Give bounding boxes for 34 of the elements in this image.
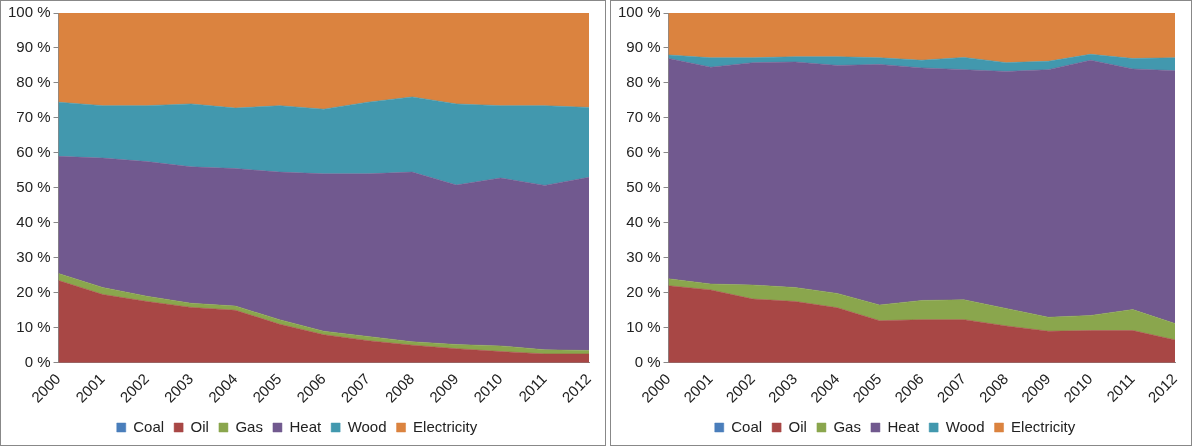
y-tick-label: 30 % <box>626 247 661 265</box>
y-tick-label: 10 % <box>16 317 51 335</box>
legend-label: Oil <box>190 417 209 435</box>
y-tick-label: 60 % <box>16 143 51 161</box>
y-tick-label: 50 % <box>16 177 51 195</box>
legend-label: Wood <box>347 417 387 435</box>
y-tick-label: 100 % <box>7 3 51 21</box>
legend-label: Wood <box>945 417 985 435</box>
y-tick-label: 70 % <box>16 108 51 126</box>
legend-label: Heat <box>289 417 322 435</box>
y-tick-label: 90 % <box>16 38 51 56</box>
y-tick-label: 80 % <box>16 73 51 91</box>
legend-label: Electricity <box>413 417 478 435</box>
y-tick-label: 20 % <box>626 282 661 300</box>
legend-label: Heat <box>887 417 920 435</box>
y-tick-label: 80 % <box>626 73 661 91</box>
legend-label: Coal <box>133 417 165 435</box>
y-tick-label: 50 % <box>626 177 661 195</box>
y-tick-label: 0 % <box>634 352 661 370</box>
y-tick-label: 70 % <box>626 108 661 126</box>
y-tick-label: 40 % <box>626 212 661 230</box>
legend-label: Oil <box>788 417 807 435</box>
y-tick-label: 0 % <box>24 352 51 370</box>
legend-label: Gas <box>235 417 263 435</box>
y-tick-label: 100 % <box>617 3 661 21</box>
legend-label: Coal <box>731 417 763 435</box>
y-tick-label: 30 % <box>16 247 51 265</box>
y-tick-label: 90 % <box>626 38 661 56</box>
y-tick-label: 40 % <box>16 212 51 230</box>
y-tick-label: 10 % <box>626 317 661 335</box>
y-tick-label: 20 % <box>16 282 51 300</box>
legend-label: Gas <box>833 417 861 435</box>
y-tick-label: 60 % <box>626 143 661 161</box>
legend-label: Electricity <box>1011 417 1076 435</box>
